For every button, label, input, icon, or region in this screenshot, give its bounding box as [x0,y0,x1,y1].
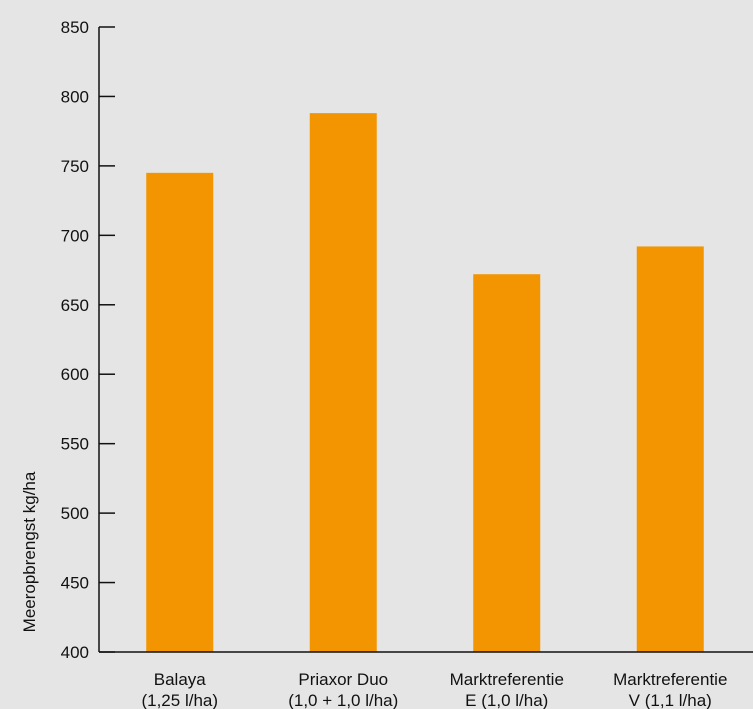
y-tick-label: 700 [61,226,89,245]
bar [473,274,541,652]
bar [636,246,704,652]
y-tick-label: 450 [61,574,89,593]
y-tick-label: 650 [61,296,89,315]
bar [146,172,214,653]
y-axis-label: Meeropbrengst kg/ha [20,471,39,632]
bars [146,113,704,653]
y-axis: 400 450 500 550 600 650 700 750 800 850 [61,18,115,662]
x-tick-label: (1,25 l/ha) [141,691,218,709]
y-tick-label: 500 [61,504,89,523]
x-tick-label: V (1,1 l/ha) [629,691,712,709]
x-tick-label: Priaxor Duo [298,670,388,689]
y-tick-label: 850 [61,18,89,37]
x-tick-label: Balaya [154,670,207,689]
x-tick-label: E (1,0 l/ha) [465,691,548,709]
y-tick-label: 600 [61,365,89,384]
x-tick-label: (1,0 + 1,0 l/ha) [288,691,398,709]
x-tick-label: Marktreferentie [450,670,564,689]
y-tick-label: 400 [61,643,89,662]
x-tick-label: Marktreferentie [613,670,727,689]
y-tick-label: 800 [61,87,89,106]
x-axis: Balaya (1,25 l/ha) Priaxor Duo (1,0 + 1,0 l… [99,651,753,709]
y-tick-label: 550 [61,435,89,454]
bar [309,113,377,653]
y-tick-label: 750 [61,157,89,176]
